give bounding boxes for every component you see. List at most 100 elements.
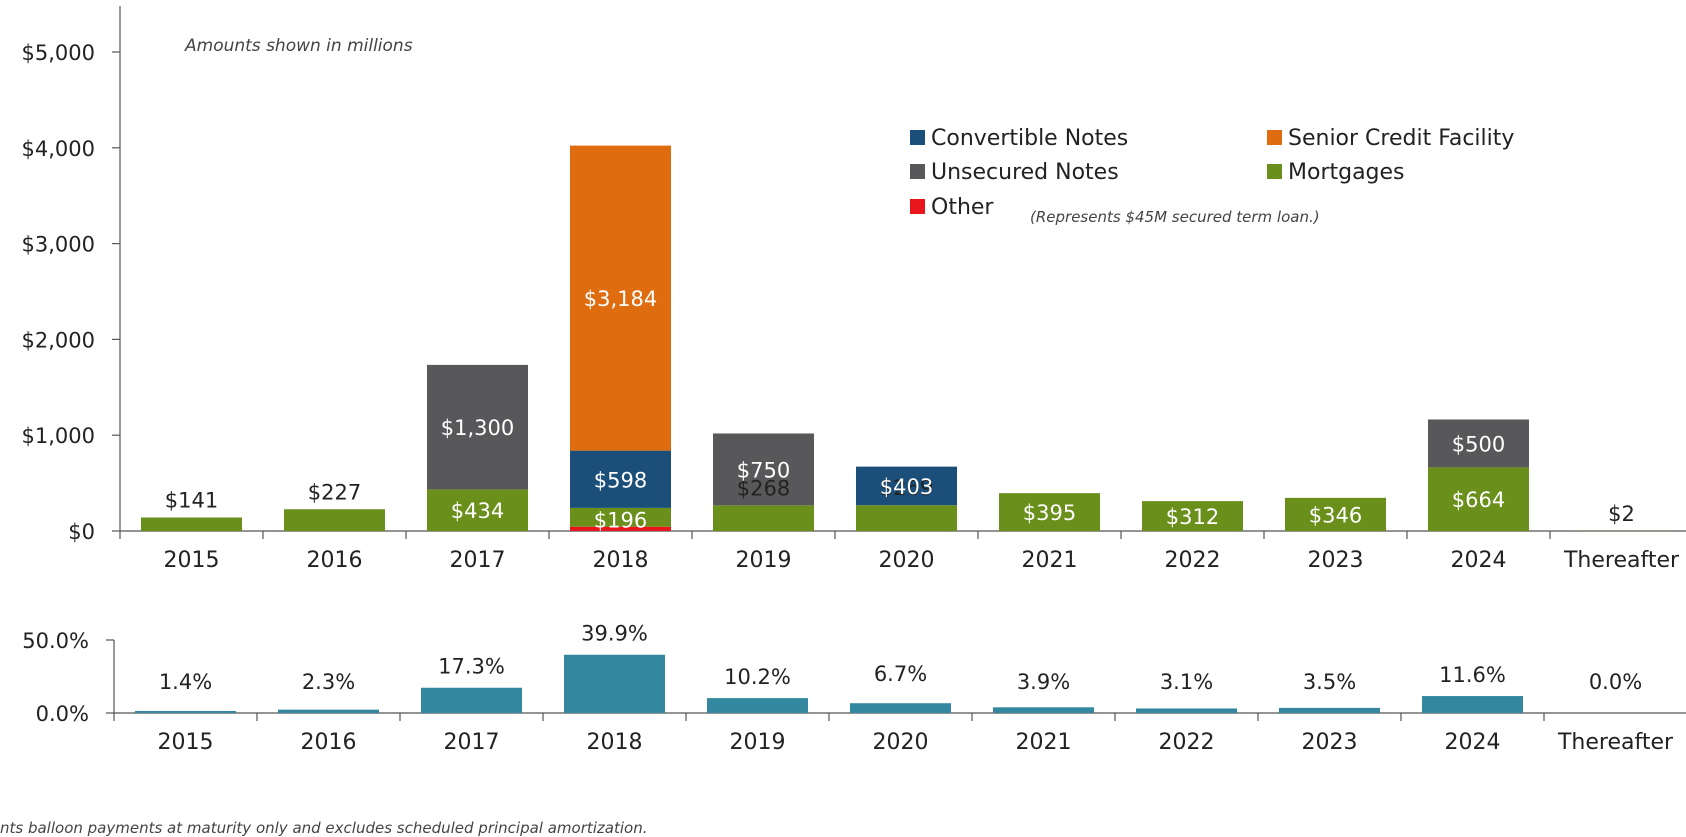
legend-swatch-unsecured-notes <box>910 164 925 179</box>
data-label: $196 <box>594 508 647 532</box>
x-tick-label: 2018 <box>593 548 649 573</box>
bar-segment-convertible-notes <box>570 450 671 508</box>
data-label: $268 <box>737 476 790 500</box>
footnote: nts balloon payments at maturity only an… <box>0 819 648 837</box>
bar-segment-mortgages <box>856 505 957 531</box>
x-tick-label: 2016 <box>301 730 357 755</box>
bar-segment-senior-credit-facility <box>570 145 671 451</box>
x-tick-label: 2020 <box>879 548 935 573</box>
top-stacked-bar-chart: $0 $1,000 $2,000 $3,000 $4,000 $5,000 2015 2016… <box>22 6 1686 573</box>
legend-swatch-senior-credit-facility <box>1267 130 1282 145</box>
x-tick-label: 2023 <box>1302 730 1358 755</box>
y-tick-label: $3,000 <box>22 233 95 257</box>
bar-segment-other <box>570 526 671 531</box>
data-label: $346 <box>1309 503 1362 527</box>
data-label: $312 <box>1166 505 1219 529</box>
percentage-label: 0.0% <box>1589 670 1642 694</box>
legend: Convertible Notes Senior Credit Facility U… <box>910 126 1514 226</box>
data-label: $750 <box>737 458 790 482</box>
y-tick-label: 50.0% <box>22 629 89 653</box>
x-tick-label: 2022 <box>1165 548 1221 573</box>
percentage-bar <box>421 687 522 713</box>
data-label: $403 <box>880 475 933 499</box>
percentage-bar <box>564 654 665 713</box>
data-label: $500 <box>1452 432 1505 456</box>
x-tick-label: 2021 <box>1022 548 1078 573</box>
data-label: $141 <box>165 488 218 512</box>
percentage-label: 11.6% <box>1439 663 1506 687</box>
data-label: $664 <box>1452 488 1505 512</box>
bar-segment-unsecured-notes <box>1428 419 1529 468</box>
percentage-label: 3.5% <box>1303 670 1356 694</box>
legend-swatch-other <box>910 199 925 214</box>
percentage-label: 3.1% <box>1160 670 1213 694</box>
legend-swatch-mortgages <box>1267 164 1282 179</box>
y-tick-label: $1,000 <box>22 424 95 448</box>
bar-segment-unsecured-notes <box>427 364 528 490</box>
legend-other-note: (Represents $45M secured term loan.) <box>1030 208 1320 226</box>
bar-segment-mortgages <box>1285 497 1386 531</box>
legend-label-unsecured-notes: Unsecured Notes <box>931 160 1119 185</box>
units-note: Amounts shown in millions <box>184 36 413 56</box>
x-tick-label: Thereafter <box>1563 548 1680 573</box>
data-label: $395 <box>1023 501 1076 525</box>
legend-label-convertible-notes: Convertible Notes <box>931 126 1128 151</box>
percentage-bar <box>1136 708 1237 713</box>
bar-segment-mortgages <box>427 489 528 531</box>
bar-segment-mortgages <box>1428 467 1529 531</box>
x-tick-label: 2018 <box>587 730 643 755</box>
x-tick-label: 2022 <box>1159 730 1215 755</box>
x-tick-label: 2021 <box>1016 730 1072 755</box>
percentage-bar <box>993 707 1094 713</box>
x-tick-label: 2024 <box>1445 730 1501 755</box>
x-tick-label: 2015 <box>158 730 214 755</box>
legend-label-mortgages: Mortgages <box>1288 160 1405 185</box>
percentage-label: 1.4% <box>159 670 212 694</box>
bottom-percentage-bar-chart: 0.0% 50.0% 2015 1.4% 2016 2.3% 2017 17.3% 2018 39… <box>22 622 1686 755</box>
data-label: $1,300 <box>441 416 514 440</box>
percentage-label: 17.3% <box>438 655 505 679</box>
bar-segment-unsecured-notes <box>713 433 814 506</box>
x-tick-label: 2017 <box>450 548 506 573</box>
bar-segment-mortgages <box>999 493 1100 531</box>
y-tick-label: $4,000 <box>22 137 95 161</box>
data-label: $227 <box>308 480 361 504</box>
x-tick-label: 2019 <box>730 730 786 755</box>
x-tick-label: 2020 <box>873 730 929 755</box>
y-tick-label: $5,000 <box>22 41 95 65</box>
bar-segment-mortgages <box>141 517 242 531</box>
bar-segment-mortgages <box>1142 501 1243 531</box>
x-tick-label: 2016 <box>307 548 363 573</box>
data-label: $598 <box>594 468 647 492</box>
x-tick-label: 2024 <box>1451 548 1507 573</box>
x-tick-label: Thereafter <box>1557 730 1674 755</box>
percentage-bar <box>850 703 951 713</box>
data-label: $3,184 <box>584 287 657 311</box>
bar-segment-mortgages <box>284 509 385 531</box>
percentage-label: 39.9% <box>581 622 648 646</box>
x-tick-label: 2019 <box>736 548 792 573</box>
percentage-bar <box>1279 707 1380 713</box>
data-label: $2 <box>1608 502 1635 526</box>
legend-label-senior-credit-facility: Senior Credit Facility <box>1288 126 1514 151</box>
bar-segment-convertible-notes <box>856 466 957 506</box>
y-tick-label: 0.0% <box>36 702 89 726</box>
percentage-label: 10.2% <box>724 665 791 689</box>
percentage-bar <box>1422 696 1523 713</box>
x-tick-label: 2023 <box>1308 548 1364 573</box>
percentage-bar <box>707 698 808 713</box>
data-label: $434 <box>451 499 504 523</box>
percentage-label: 3.9% <box>1017 670 1070 694</box>
legend-swatch-convertible-notes <box>910 130 925 145</box>
percentage-bar <box>278 709 379 713</box>
data-label: $269 <box>880 476 933 500</box>
x-tick-label: 2017 <box>444 730 500 755</box>
bar-segment-mortgages <box>713 505 814 531</box>
y-tick-label: $2,000 <box>22 328 95 352</box>
percentage-label: 2.3% <box>302 670 355 694</box>
percentage-bar <box>135 710 236 713</box>
x-tick-label: 2015 <box>164 548 220 573</box>
bar-segment-mortgages <box>570 507 671 527</box>
y-tick-label: $0 <box>68 520 95 544</box>
